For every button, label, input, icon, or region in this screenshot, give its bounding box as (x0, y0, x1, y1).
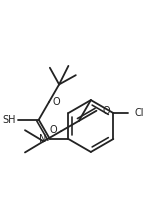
Text: N: N (39, 134, 46, 144)
Text: O: O (53, 97, 60, 107)
Text: O: O (103, 106, 111, 116)
Text: Cl: Cl (135, 108, 144, 118)
Text: O: O (50, 125, 57, 135)
Text: SH: SH (2, 115, 16, 125)
